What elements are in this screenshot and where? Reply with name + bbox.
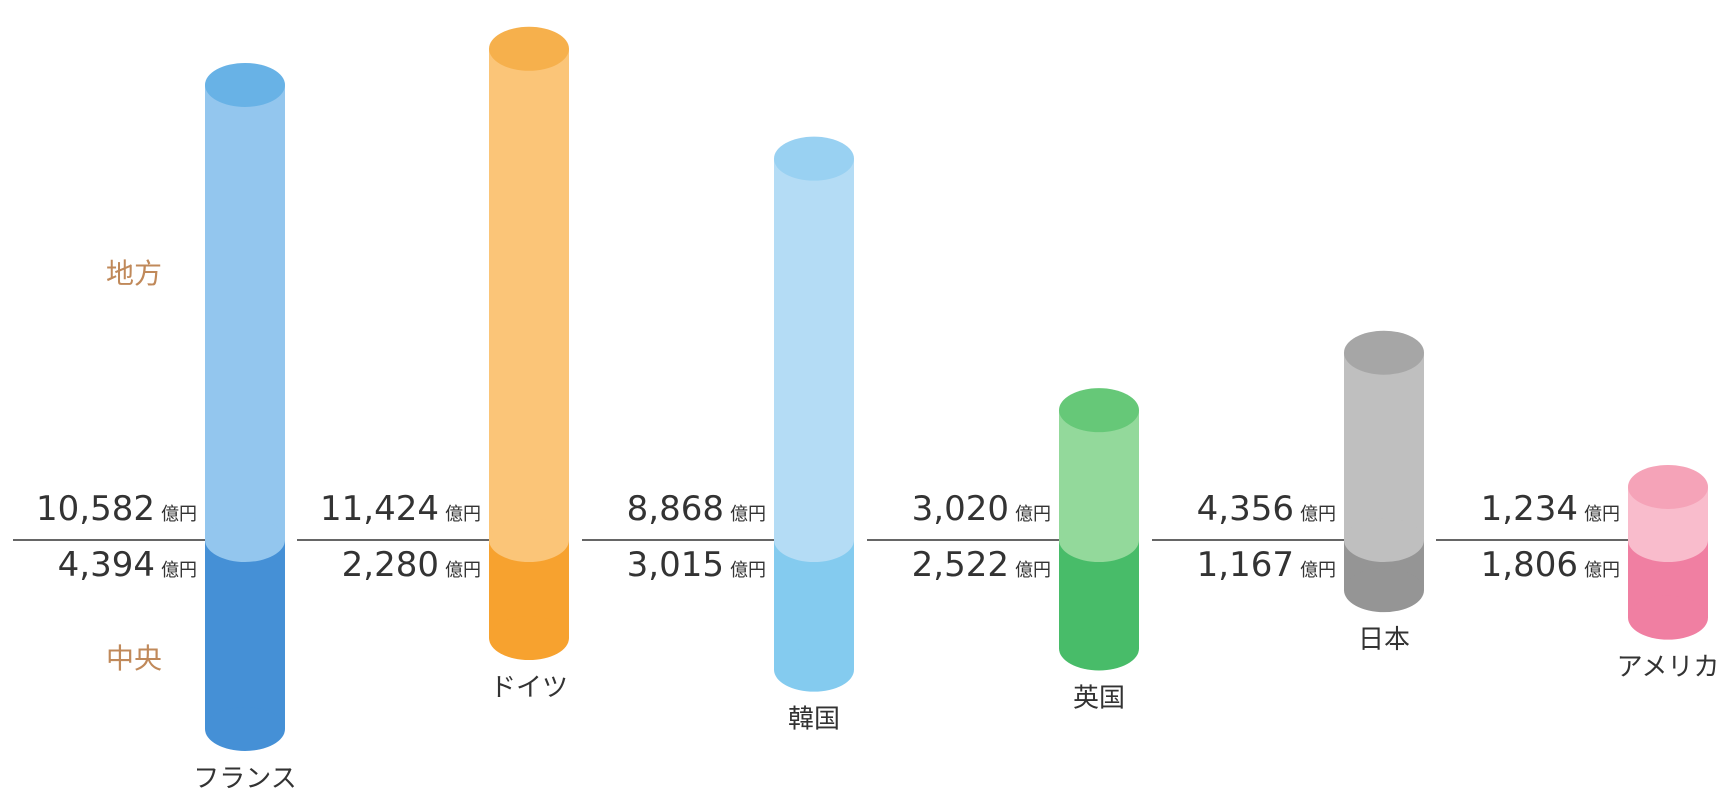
segment-body: [205, 84, 285, 540]
cylinder-segment: [774, 540, 854, 692]
value-unit: 億円: [445, 560, 481, 581]
value-unit: 億円: [1584, 504, 1620, 525]
value-unit: 億円: [161, 560, 197, 581]
value-unit: 億円: [1015, 560, 1051, 581]
segment-cap: [1059, 388, 1139, 433]
category-label: ドイツ: [490, 673, 568, 703]
value-label: 11,424 億円: [320, 489, 481, 529]
value-label: 4,394 億円: [58, 545, 197, 585]
category-label: アメリカ: [1617, 653, 1720, 683]
segment-end: [1059, 518, 1139, 562]
value-unit: 億円: [1584, 560, 1620, 581]
value-unit: 億円: [445, 504, 481, 525]
value-unit: 億円: [1015, 504, 1051, 525]
value-number: 2,522: [912, 545, 1009, 585]
segment-cap: [1628, 464, 1708, 509]
segment-body: [489, 48, 569, 540]
value-label: 4,356 億円: [1197, 489, 1336, 529]
segment-cap: [774, 136, 854, 181]
value-label: 10,582 億円: [36, 489, 197, 529]
segment-end: [489, 518, 569, 562]
cylinder-segment: [774, 136, 854, 562]
value-label: 2,522 億円: [912, 545, 1051, 585]
value-unit: 億円: [1300, 504, 1336, 525]
value-unit: 億円: [161, 504, 197, 525]
value-unit: 億円: [730, 504, 766, 525]
cylinder-segment: [205, 540, 285, 751]
value-label: 1,234 億円: [1481, 489, 1620, 529]
segment-end: [774, 518, 854, 562]
cylinder-segment: [1628, 464, 1708, 562]
cylinder-segment: [205, 62, 285, 562]
value-label: 1,167 億円: [1197, 545, 1336, 585]
value-number: 1,234: [1481, 489, 1578, 529]
segment-end: [205, 518, 285, 562]
value-label: 8,868 億円: [627, 489, 766, 529]
value-number: 4,394: [58, 545, 155, 585]
category-label: フランス: [193, 764, 296, 794]
series-label: 中央: [106, 642, 162, 675]
cylinder-segment: [489, 26, 569, 562]
segment-cap: [489, 26, 569, 71]
segment-body: [1344, 352, 1424, 540]
segment-end: [1628, 595, 1708, 640]
value-number: 11,424: [320, 489, 439, 529]
segment-end: [1344, 568, 1424, 613]
value-number: 1,806: [1481, 545, 1578, 585]
value-number: 2,280: [342, 545, 439, 585]
cylinder-segment: [1344, 330, 1424, 562]
value-number: 3,020: [912, 489, 1009, 529]
value-label: 1,806 億円: [1481, 545, 1620, 585]
value-unit: 億円: [730, 560, 766, 581]
cylinder-segment: [1059, 388, 1139, 562]
segment-body: [205, 540, 285, 729]
value-number: 1,167: [1197, 545, 1294, 585]
segment-end: [205, 706, 285, 751]
segment-cap: [205, 62, 285, 107]
value-label: 2,280 億円: [342, 545, 481, 585]
value-number: 4,356: [1197, 489, 1294, 529]
value-number: 8,868: [627, 489, 724, 529]
value-label: 3,015 億円: [627, 545, 766, 585]
segment-end: [1628, 518, 1708, 562]
value-number: 3,015: [627, 545, 724, 585]
segment-cap: [1344, 330, 1424, 375]
value-unit: 億円: [1300, 560, 1336, 581]
series-label: 地方: [106, 257, 162, 290]
segment-end: [774, 647, 854, 692]
value-label: 3,020 億円: [912, 489, 1051, 529]
category-label: 日本: [1358, 625, 1410, 655]
value-number: 10,582: [36, 489, 155, 529]
segment-end: [1059, 626, 1139, 671]
segment-end: [1344, 518, 1424, 562]
category-label: 英国: [1073, 683, 1125, 713]
category-label: 韓国: [788, 705, 840, 735]
segment-end: [489, 616, 569, 661]
segment-body: [774, 158, 854, 540]
